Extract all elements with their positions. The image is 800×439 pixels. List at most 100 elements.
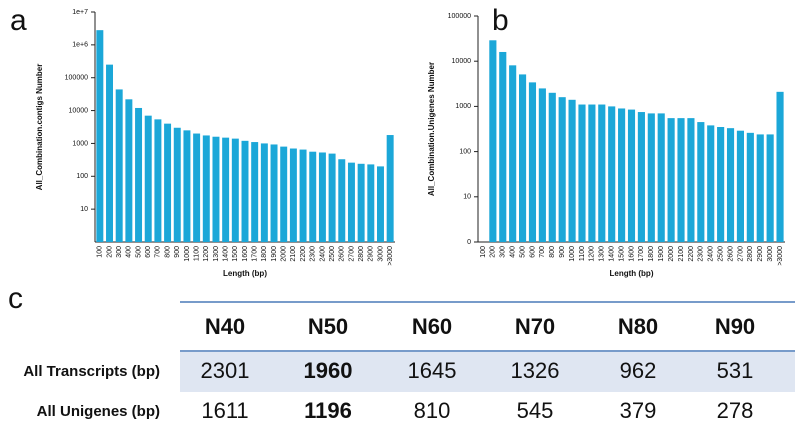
x-tick-label: 1000 xyxy=(569,246,576,262)
x-tick-label: 1400 xyxy=(609,246,616,262)
x-tick-label: 1300 xyxy=(213,246,220,262)
panel-label: c xyxy=(8,282,23,315)
bar xyxy=(598,104,606,242)
bar xyxy=(528,82,537,242)
bar xyxy=(588,104,596,242)
x-tick-label: 2700 xyxy=(737,246,744,262)
x-tick-label: 2400 xyxy=(708,246,715,262)
y-tick-label: 1e+7 xyxy=(72,9,88,16)
bar xyxy=(251,142,259,242)
bar xyxy=(318,152,326,242)
bar xyxy=(618,108,626,243)
x-tick-label: 2800 xyxy=(747,246,754,262)
x-tick-label: 2600 xyxy=(339,246,346,262)
y-axis-label: All_Combination.contigs Number xyxy=(35,64,44,191)
x-tick-label: 2800 xyxy=(358,246,365,262)
bar xyxy=(776,91,784,242)
x-tick-label: 100 xyxy=(480,246,487,258)
x-tick-label: 2000 xyxy=(668,246,675,262)
bar xyxy=(289,148,297,242)
y-tick-label: 10 xyxy=(80,206,88,213)
bar xyxy=(518,74,527,242)
x-tick-label: 500 xyxy=(519,246,526,258)
bar xyxy=(677,118,685,242)
cell: 2301 xyxy=(201,358,250,383)
bar xyxy=(756,134,764,242)
x-tick-label: 2900 xyxy=(757,246,764,262)
bar xyxy=(377,166,384,242)
x-tick-label: 800 xyxy=(549,246,556,258)
x-tick-label: 500 xyxy=(135,246,142,258)
bar xyxy=(667,118,675,242)
x-tick-label: 2500 xyxy=(329,246,336,262)
column-header: N60 xyxy=(412,314,452,339)
y-tick-label: 10000 xyxy=(69,107,89,114)
x-tick-label: 1200 xyxy=(589,246,596,262)
x-tick-label: >3000 xyxy=(777,246,784,266)
cell: 962 xyxy=(620,358,657,383)
x-tick-label: 700 xyxy=(155,246,162,258)
bar xyxy=(717,127,725,242)
bar xyxy=(558,97,566,243)
x-tick-label: 1700 xyxy=(638,246,645,262)
bar xyxy=(608,106,616,243)
x-tick-label: 200 xyxy=(106,246,113,258)
x-tick-label: 1100 xyxy=(193,246,200,261)
bar xyxy=(746,132,754,242)
bar xyxy=(144,115,152,242)
bar xyxy=(222,137,230,242)
x-tick-label: 1500 xyxy=(232,246,239,262)
x-tick-label: 1900 xyxy=(271,246,278,262)
x-axis-label: Length (bp) xyxy=(610,269,654,278)
column-header: N50 xyxy=(308,314,348,339)
cell: 1611 xyxy=(201,398,248,423)
x-tick-label: 2300 xyxy=(698,246,705,262)
x-tick-label: 1000 xyxy=(184,246,191,262)
x-tick-label: >3000 xyxy=(387,246,394,266)
x-tick-label: 1100 xyxy=(579,246,586,261)
x-tick-label: 300 xyxy=(116,246,123,258)
bar xyxy=(193,133,201,242)
cell: 1645 xyxy=(408,358,457,383)
bar xyxy=(280,146,288,242)
bar xyxy=(509,65,517,242)
bar xyxy=(106,64,113,242)
y-tick-label: 1000 xyxy=(72,140,88,147)
bar xyxy=(726,128,735,242)
x-tick-label: 1300 xyxy=(599,246,606,262)
x-tick-label: 3000 xyxy=(377,246,384,262)
bar xyxy=(697,122,705,242)
y-tick-label: 10000 xyxy=(452,58,472,65)
bar xyxy=(270,144,278,242)
x-tick-label: 400 xyxy=(126,246,133,258)
x-tick-label: 3000 xyxy=(767,246,774,262)
x-tick-label: 1200 xyxy=(203,246,210,262)
y-tick-label: 0 xyxy=(467,239,471,246)
column-header: N40 xyxy=(205,314,245,339)
x-tick-label: 2200 xyxy=(688,246,695,262)
bar xyxy=(386,135,394,242)
y-tick-label: 100000 xyxy=(448,13,471,20)
x-tick-label: 800 xyxy=(164,246,171,258)
bar xyxy=(548,92,556,242)
x-tick-label: 1900 xyxy=(658,246,665,262)
x-tick-label: 700 xyxy=(539,246,546,258)
bar xyxy=(212,136,220,242)
cell: 1196 xyxy=(304,398,352,423)
column-header: N90 xyxy=(715,314,755,339)
cell: 531 xyxy=(717,358,754,383)
bar xyxy=(538,88,546,242)
bar xyxy=(568,99,576,242)
bar xyxy=(299,149,307,242)
bar xyxy=(260,143,268,242)
bar xyxy=(135,107,143,242)
x-tick-label: 1600 xyxy=(242,246,249,262)
y-tick-label: 100 xyxy=(76,173,88,180)
x-tick-label: 1700 xyxy=(252,246,259,262)
row-highlight xyxy=(180,352,795,392)
x-tick-label: 1800 xyxy=(648,246,655,262)
x-tick-label: 900 xyxy=(559,246,566,258)
bar xyxy=(357,163,365,242)
bar xyxy=(489,40,497,243)
